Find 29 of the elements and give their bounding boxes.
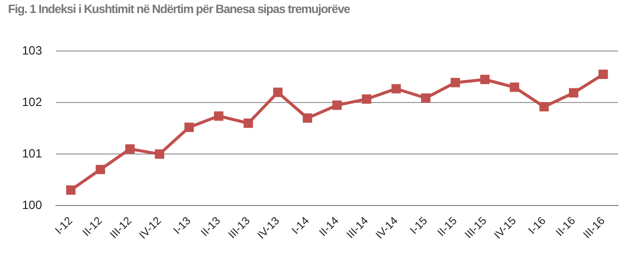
point — [539, 102, 549, 112]
point — [332, 100, 342, 110]
x-tick-label: I-12 — [53, 214, 76, 237]
point — [450, 78, 460, 88]
point — [244, 118, 253, 128]
y-tick-label: 101 — [22, 146, 42, 160]
y-tick-label: 102 — [22, 94, 42, 109]
point — [66, 185, 76, 195]
chart-title: Fig. 1 Indeksi i Kushtimit në Ndërtim për Banesa sipas tremujorëve — [8, 2, 351, 16]
point — [391, 84, 401, 94]
point — [421, 93, 430, 103]
point — [568, 88, 578, 98]
point — [510, 82, 520, 92]
x-tick-label: I-16 — [526, 214, 548, 237]
point — [125, 144, 135, 154]
x-tick-label: I-13 — [171, 214, 194, 237]
point — [96, 164, 106, 174]
y-tick-label: 100 — [22, 198, 42, 212]
point — [302, 113, 312, 123]
point — [154, 149, 164, 159]
point — [184, 122, 194, 132]
point — [273, 88, 283, 98]
point — [480, 74, 490, 84]
x-tick-label: I-15 — [408, 214, 430, 237]
point — [214, 111, 224, 121]
y-tick-label: 103 — [22, 44, 42, 58]
point — [598, 70, 608, 80]
x-tick-label: I-14 — [290, 214, 312, 237]
point — [362, 94, 372, 104]
